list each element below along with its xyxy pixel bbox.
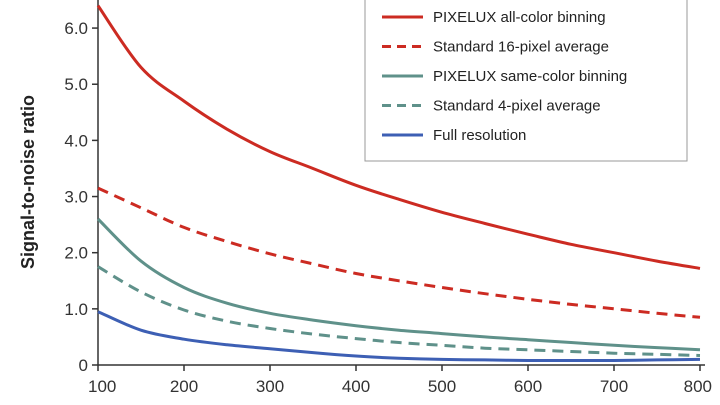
series-line-5 xyxy=(97,310,701,363)
legend-label: Standard 16-pixel average xyxy=(433,39,609,56)
x-tick-label: 400 xyxy=(342,377,370,396)
legend: PIXELUX all-color binning Standard 16-pix… xyxy=(364,0,688,162)
series-line-1 xyxy=(96,4,701,270)
series-line-3 xyxy=(96,217,701,352)
y-tick-label: 5.0 xyxy=(64,75,88,94)
chart-axes xyxy=(97,0,705,366)
legend-label: PIXELUX all-color binning xyxy=(433,9,606,26)
y-tick-label: 4.0 xyxy=(64,131,88,150)
x-tick-label: 100 xyxy=(88,377,116,396)
x-tick-label: 500 xyxy=(428,377,456,396)
y-ticks: 0 1.0 2.0 3.0 4.0 5.0 6.0 xyxy=(64,19,98,375)
y-tick-label: 3.0 xyxy=(64,188,88,207)
y-tick-label: 2.0 xyxy=(64,244,88,263)
series-layer xyxy=(96,4,701,363)
y-tick-label: 1.0 xyxy=(64,300,88,319)
legend-label: Standard 4-pixel average xyxy=(433,98,601,115)
x-tick-label: 200 xyxy=(170,377,198,396)
series-line-4 xyxy=(97,265,701,357)
y-tick-label: 6.0 xyxy=(64,19,88,38)
x-tick-label: 600 xyxy=(514,377,542,396)
x-tick-label: 800 xyxy=(684,377,712,396)
legend-label: Full resolution xyxy=(433,127,526,144)
legend-label: PIXELUX same-color binning xyxy=(433,68,627,85)
series-line-2 xyxy=(97,186,701,319)
y-tick-label: 0 xyxy=(79,356,88,375)
x-tick-label: 700 xyxy=(600,377,628,396)
y-axis-label: Signal-to-noise ratio xyxy=(18,95,38,269)
x-tick-label: 300 xyxy=(256,377,284,396)
x-ticks: 100 200 300 400 500 600 700 800 xyxy=(88,365,712,396)
